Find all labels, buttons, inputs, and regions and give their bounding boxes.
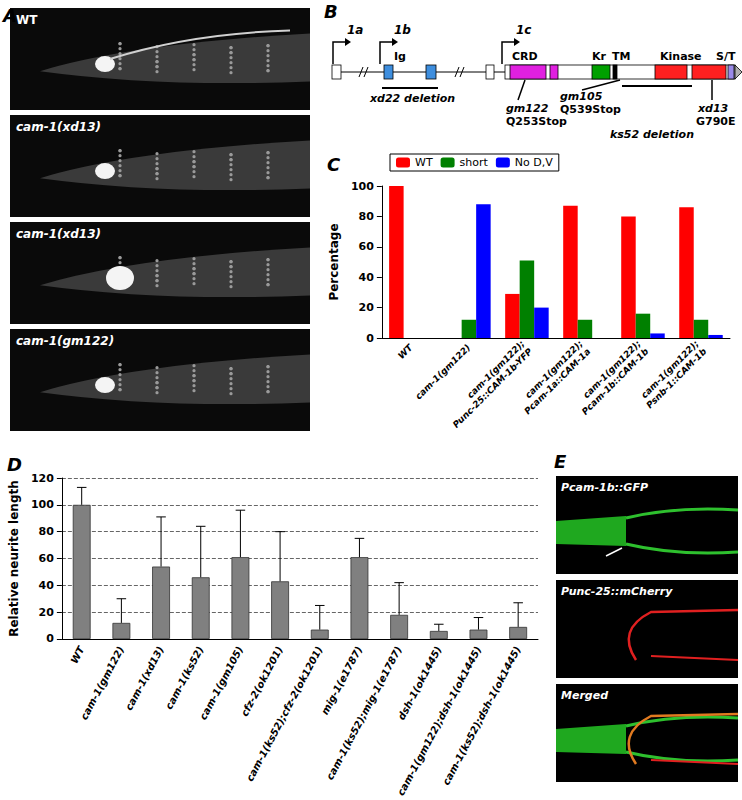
svg-text:cam-1(ks52);dsh-1(ok1445): cam-1(ks52);dsh-1(ok1445) [440, 644, 523, 786]
svg-text:short: short [460, 156, 489, 169]
svg-text:40: 40 [39, 579, 55, 592]
svg-text:40: 40 [359, 271, 375, 284]
svg-text:cam-1(ks52);cfz-2(ok1201): cam-1(ks52);cfz-2(ok1201) [244, 644, 325, 783]
svg-text:60: 60 [39, 552, 55, 565]
svg-text:Punc-25::CAM-1b-YFP: Punc-25::CAM-1b-YFP [451, 346, 535, 430]
svg-text:Pcam-1b::CAM-1b: Pcam-1b::CAM-1b [580, 346, 651, 417]
svg-text:20: 20 [39, 606, 55, 619]
svg-text:Kr: Kr [592, 50, 607, 63]
svg-text:1a: 1a [347, 23, 363, 37]
svg-text:Punc-25::mCherry: Punc-25::mCherry [561, 585, 673, 598]
svg-text:WT: WT [68, 643, 87, 665]
svg-text:Pcam-1a::CAM-1a: Pcam-1a::CAM-1a [522, 346, 592, 416]
svg-text:120: 120 [31, 472, 54, 485]
svg-text:cam-1(gm122): cam-1(gm122) [16, 334, 114, 348]
svg-text:dsh-1(ok1445): dsh-1(ok1445) [396, 644, 444, 721]
svg-text:Ig: Ig [394, 50, 406, 63]
svg-text:Psnb-1::CAM-1b: Psnb-1::CAM-1b [644, 346, 708, 410]
svg-text:E: E [554, 451, 567, 472]
svg-text:Kinase: Kinase [660, 50, 702, 63]
svg-text:gm122: gm122 [506, 102, 549, 115]
svg-text:xd22 deletion: xd22 deletion [369, 92, 455, 105]
svg-text:0: 0 [366, 332, 374, 345]
svg-text:cam-1(gm122);: cam-1(gm122); [523, 338, 585, 401]
svg-text:cam-1(gm122);: cam-1(gm122); [639, 338, 701, 401]
svg-text:gm105: gm105 [560, 90, 603, 103]
svg-text:Q539Stop: Q539Stop [560, 103, 621, 116]
svg-text:20: 20 [359, 301, 375, 314]
svg-text:cam-1(xd13): cam-1(xd13) [123, 644, 166, 712]
svg-text:80: 80 [359, 210, 375, 223]
svg-text:WT: WT [16, 13, 38, 27]
svg-text:ks52 deletion: ks52 deletion [610, 128, 694, 141]
svg-text:100: 100 [351, 180, 374, 193]
svg-text:WT: WT [415, 156, 433, 169]
svg-text:cam-1(gm105): cam-1(gm105) [197, 644, 245, 721]
svg-text:A: A [1, 5, 17, 26]
svg-text:CRD: CRD [512, 50, 538, 63]
svg-text:G790E: G790E [696, 115, 736, 128]
svg-text:cam-1(gm122);: cam-1(gm122); [581, 338, 643, 401]
svg-text:0: 0 [46, 632, 54, 645]
svg-text:cam-1(ks52);mig-1(e1787): cam-1(ks52);mig-1(e1787) [324, 644, 404, 781]
svg-text:C: C [327, 154, 341, 175]
svg-text:cam-1(gm122);: cam-1(gm122); [465, 338, 527, 401]
svg-text:Relative neurite length: Relative neurite length [7, 480, 21, 637]
svg-text:cam-1(xd13): cam-1(xd13) [16, 227, 101, 241]
svg-text:Pcam-1b::GFP: Pcam-1b::GFP [561, 481, 648, 494]
svg-text:cam-1(gm122);dsh-1(ok1445): cam-1(gm122);dsh-1(ok1445) [395, 644, 483, 797]
svg-text:No D,V: No D,V [515, 156, 553, 169]
svg-text:80: 80 [39, 525, 55, 538]
svg-text:cfz-2(ok1201): cfz-2(ok1201) [239, 644, 285, 718]
svg-text:100: 100 [31, 498, 54, 511]
svg-text:Merged: Merged [561, 689, 608, 702]
svg-text:TM: TM [612, 50, 630, 63]
svg-text:Q253Stop: Q253Stop [506, 115, 567, 128]
svg-text:cam-1(gm122): cam-1(gm122) [413, 342, 472, 401]
svg-text:cam-1(xd13): cam-1(xd13) [16, 120, 101, 134]
svg-text:1c: 1c [516, 23, 531, 37]
svg-text:1b: 1b [394, 23, 411, 37]
svg-text:D: D [7, 454, 22, 475]
svg-text:S/T: S/T [716, 50, 736, 63]
svg-text:mig-1(e1787): mig-1(e1787) [319, 644, 364, 716]
svg-text:cam-1(gm122): cam-1(gm122) [78, 644, 126, 721]
svg-text:60: 60 [359, 240, 375, 253]
svg-text:Percentage: Percentage [327, 223, 341, 300]
svg-text:xd13: xd13 [697, 102, 729, 115]
svg-text:cam-1(ks52): cam-1(ks52) [163, 644, 205, 711]
svg-text:B: B [324, 1, 338, 22]
svg-text:WT: WT [396, 342, 415, 361]
